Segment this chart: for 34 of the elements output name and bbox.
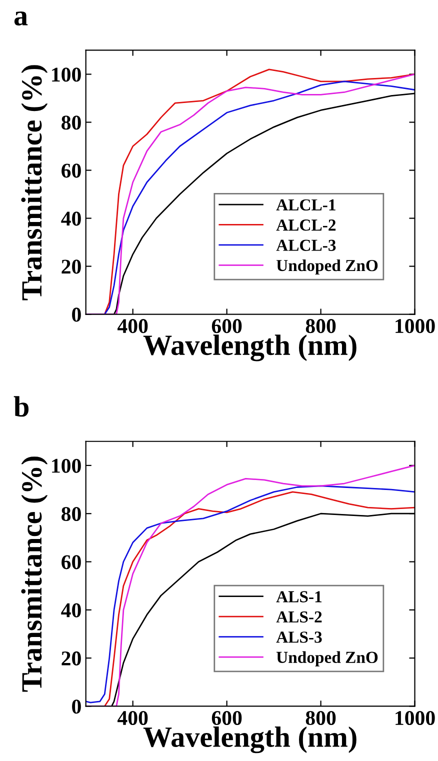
legend-label: Undoped ZnO <box>276 259 378 275</box>
y-tick-label: 20 <box>62 651 81 666</box>
y-tick-label: 20 <box>62 260 81 274</box>
legend-label: ALS-3 <box>276 632 322 643</box>
chart-title: b <box>14 396 29 417</box>
legend-label: ALCL-1 <box>276 199 336 211</box>
x-tick-label: 800 <box>306 710 336 726</box>
y-tick-label: 60 <box>62 555 81 570</box>
x-tick-label: 800 <box>306 319 336 334</box>
x-axis-title: Wavelength (nm) <box>143 726 356 754</box>
x-tick-label: 400 <box>118 319 148 334</box>
x-axis-title: Wavelength (nm) <box>143 334 356 362</box>
legend-label: ALS-1 <box>276 591 322 602</box>
legend-label: Undoped ZnO <box>276 651 378 666</box>
x-tick-label: 400 <box>118 710 148 726</box>
y-tick-label: 60 <box>62 164 81 178</box>
x-tick-label: 1000 <box>396 710 435 726</box>
y-tick-label: 100 <box>52 68 81 82</box>
x-tick-label: 600 <box>212 710 242 726</box>
y-axis-title: Transmittance (%) <box>21 456 48 692</box>
y-tick-label: 40 <box>61 212 81 226</box>
y-tick-label: 40 <box>61 603 81 618</box>
y-tick-label: 0 <box>72 308 81 322</box>
y-tick-label: 0 <box>72 700 81 714</box>
y-tick-label: 80 <box>62 116 81 130</box>
chart-title: a <box>14 12 28 26</box>
legend-label: ALS-2 <box>276 611 322 623</box>
legend-label: ALCL-3 <box>276 240 336 251</box>
y-tick-label: 100 <box>52 458 81 473</box>
x-tick-label: 1000 <box>396 319 435 334</box>
y-tick-label: 80 <box>62 506 81 522</box>
y-axis-title: Transmittance (%) <box>21 65 48 300</box>
legend-label: ALCL-2 <box>276 220 336 231</box>
x-tick-label: 600 <box>212 319 242 334</box>
